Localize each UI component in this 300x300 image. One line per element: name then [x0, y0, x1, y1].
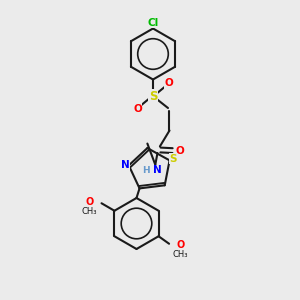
- Text: O: O: [133, 103, 142, 114]
- Text: CH₃: CH₃: [82, 207, 97, 216]
- Text: O: O: [85, 197, 94, 207]
- Text: Cl: Cl: [147, 17, 159, 28]
- Text: O: O: [176, 146, 184, 156]
- Text: S: S: [169, 154, 177, 164]
- Text: N: N: [121, 160, 130, 170]
- Text: N: N: [153, 165, 162, 175]
- Text: O: O: [164, 78, 173, 88]
- Text: S: S: [149, 89, 157, 103]
- Text: O: O: [176, 240, 184, 250]
- Text: H: H: [142, 166, 150, 175]
- Text: CH₃: CH₃: [173, 250, 188, 259]
